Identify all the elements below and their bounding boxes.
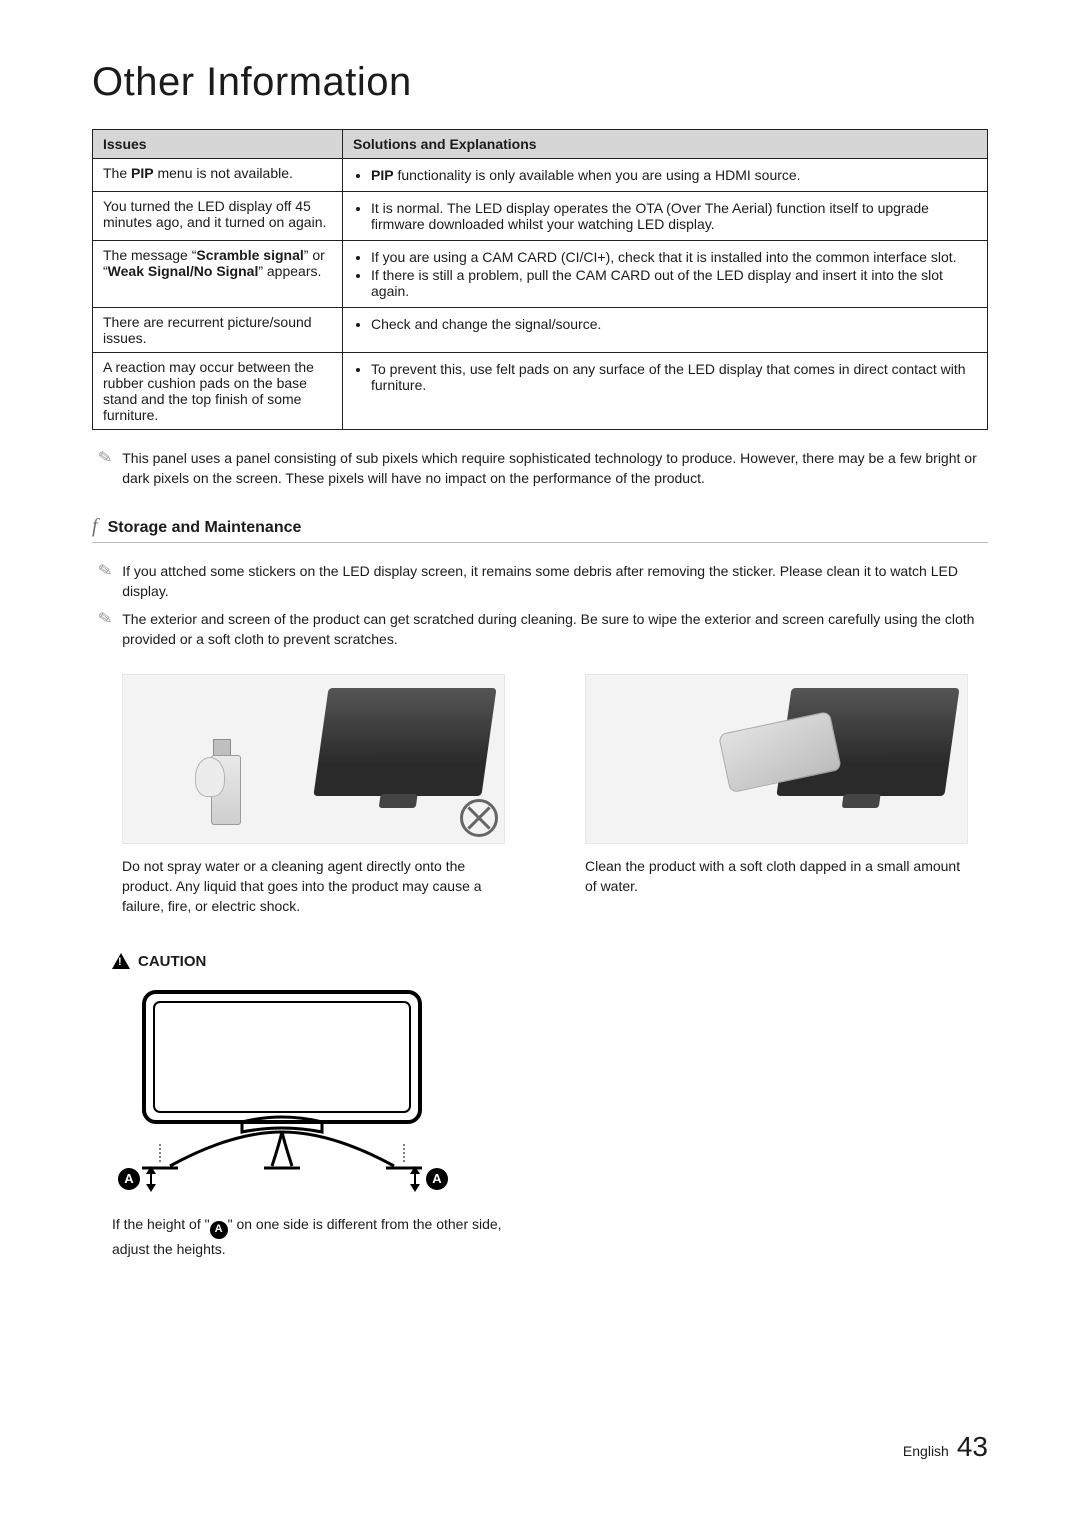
table-row: The message “Scramble signal” or “Weak S…: [93, 241, 988, 308]
issue-cell: You turned the LED display off 45 minute…: [93, 192, 343, 241]
arrow-updown-icon: [410, 1166, 420, 1192]
top-note-block: ✎ This panel uses a panel consisting of …: [92, 448, 988, 489]
maintenance-notes: ✎ If you attched some stickers on the LE…: [92, 561, 988, 650]
th-solutions: Solutions and Explanations: [343, 130, 988, 159]
issue-cell: There are recurrent picture/sound issues…: [93, 308, 343, 353]
solution-item: PIP functionality is only available when…: [371, 167, 977, 183]
top-note-text: This panel uses a panel consisting of su…: [122, 448, 988, 489]
solution-item: If there is still a problem, pull the CA…: [371, 267, 977, 299]
table-row: There are recurrent picture/sound issues…: [93, 308, 988, 353]
issue-cell: The message “Scramble signal” or “Weak S…: [93, 241, 343, 308]
table-row: The PIP menu is not available. PIP functi…: [93, 159, 988, 192]
issue-cell: The PIP menu is not available.: [93, 159, 343, 192]
caution-label: CAUTION: [138, 953, 206, 970]
solution-cell: Check and change the signal/source.: [343, 308, 988, 353]
figure-left: Do not spray water or a cleaning agent d…: [122, 674, 505, 917]
section-title: Storage and Maintenance: [108, 519, 302, 537]
caution-caption: If the height of "A" on one side is diff…: [112, 1214, 542, 1259]
th-issues: Issues: [93, 130, 343, 159]
footer-lang: English: [903, 1443, 949, 1459]
figure-right: Clean the product with a soft cloth dapp…: [585, 674, 968, 917]
monitor-diagram: [122, 982, 442, 1172]
figure-row: Do not spray water or a cleaning agent d…: [92, 674, 988, 917]
footer-page-number: 43: [957, 1431, 988, 1463]
page-title: Other Information: [92, 60, 988, 105]
page-footer: English 43: [903, 1431, 988, 1463]
solution-item: To prevent this, use felt pads on any su…: [371, 361, 977, 393]
caution-triangle-icon: [112, 953, 130, 969]
solution-item: Check and change the signal/source.: [371, 316, 977, 332]
solution-item: It is normal. The LED display operates t…: [371, 200, 977, 232]
fig-no-spray: [122, 674, 505, 844]
prohibit-icon: [460, 799, 498, 837]
solution-item: If you are using a CAM CARD (CI/CI+), ch…: [371, 249, 977, 265]
solution-cell: If you are using a CAM CARD (CI/CI+), ch…: [343, 241, 988, 308]
note-2: The exterior and screen of the product c…: [122, 609, 988, 650]
caption-right: Clean the product with a soft cloth dapp…: [585, 856, 968, 897]
issues-table: Issues Solutions and Explanations The PI…: [92, 129, 988, 430]
caution-block: CAUTION A: [92, 953, 988, 1259]
caution-figure: A A: [112, 982, 442, 1192]
note-icon: ✎: [97, 609, 113, 628]
note-1: If you attched some stickers on the LED …: [122, 561, 988, 602]
marker-a-icon: A: [426, 1168, 448, 1190]
caution-caption-pre: If the height of ": [112, 1216, 210, 1232]
fig-soft-cloth: [585, 674, 968, 844]
section-head: f Storage and Maintenance: [92, 515, 988, 543]
inline-marker-a-icon: A: [210, 1221, 228, 1239]
table-row: You turned the LED display off 45 minute…: [93, 192, 988, 241]
section-mark: f: [92, 515, 98, 538]
marker-a-icon: A: [118, 1168, 140, 1190]
solution-cell: To prevent this, use felt pads on any su…: [343, 353, 988, 430]
issues-tbody: The PIP menu is not available. PIP functi…: [93, 159, 988, 430]
marker-right: A: [410, 1166, 448, 1192]
arrow-updown-icon: [146, 1166, 156, 1192]
solution-cell: PIP functionality is only available when…: [343, 159, 988, 192]
marker-left: A: [118, 1166, 156, 1192]
manual-page: Other Information Issues Solutions and E…: [0, 0, 1080, 1519]
note-icon: ✎: [97, 448, 113, 467]
issue-cell: A reaction may occur between the rubber …: [93, 353, 343, 430]
caption-left: Do not spray water or a cleaning agent d…: [122, 856, 505, 917]
note-icon: ✎: [97, 561, 113, 580]
solution-cell: It is normal. The LED display operates t…: [343, 192, 988, 241]
table-row: A reaction may occur between the rubber …: [93, 353, 988, 430]
